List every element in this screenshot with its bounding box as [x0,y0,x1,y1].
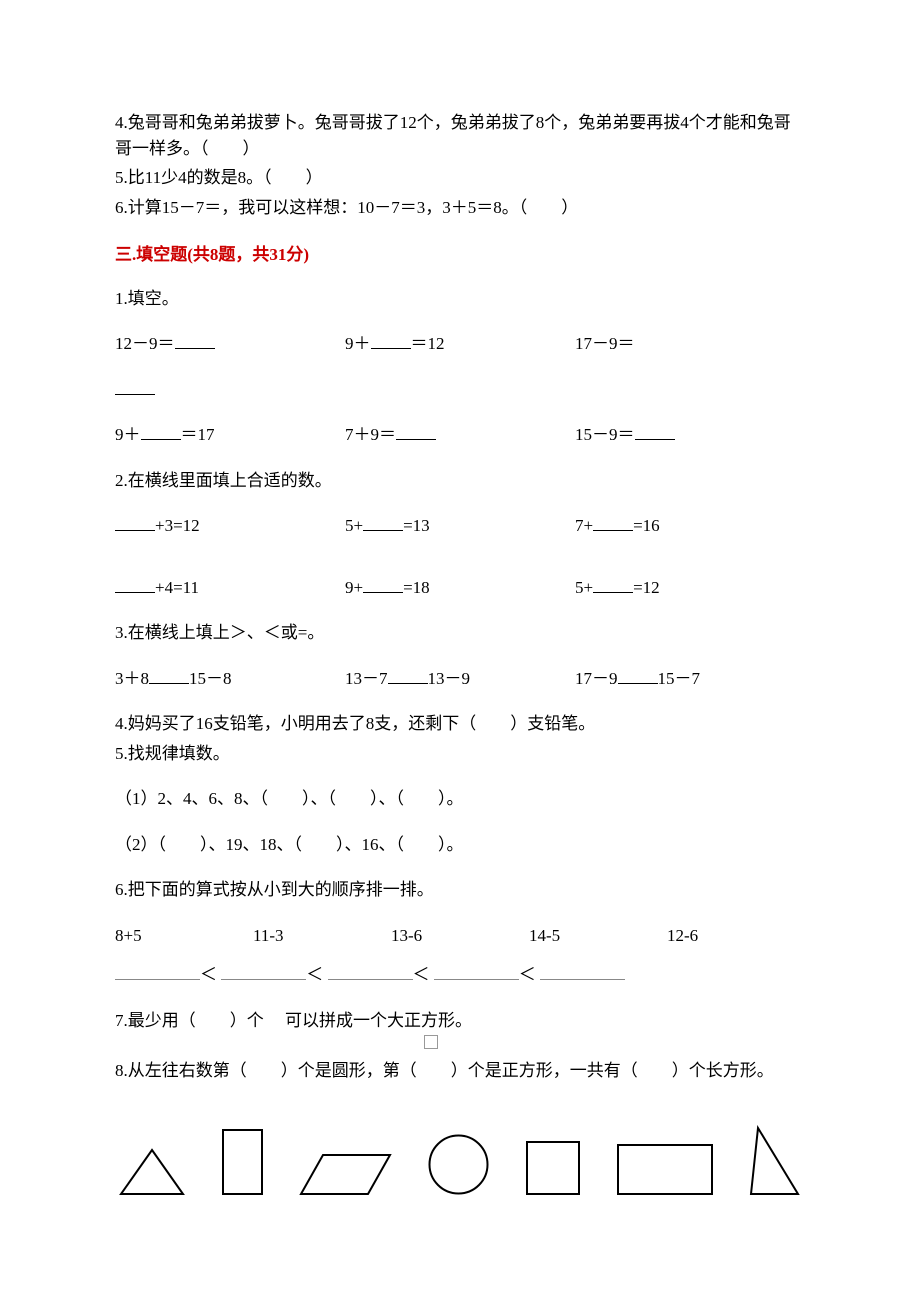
sort-blank[interactable] [434,963,519,980]
sort-blank[interactable] [115,963,200,980]
blank[interactable] [149,667,189,684]
q1-r2c1a: 9＋ [115,425,141,444]
judge-q6: 6.计算15－7＝，我可以这样想：10－7＝3，3＋5＝8。（ ） [115,195,805,221]
q1-r1c2b: ＝12 [411,334,445,353]
q1-r1c2a: 9＋ [345,334,371,353]
blank[interactable] [363,576,403,593]
q2-r2c2b: =18 [403,578,430,597]
sort-blank[interactable] [221,963,306,980]
q2-r1c3a: 7+ [575,516,593,535]
q7-a: 7.最少用（ ）个 [115,1011,264,1030]
blank[interactable] [371,332,411,349]
q6-v3: 13-6 [391,923,529,949]
q1-title: 1.填空。 [115,286,805,312]
blank[interactable] [175,332,215,349]
q3-c1a: 3＋8 [115,669,149,688]
q2-row1: +3=12 5+ =13 7+ =16 [115,513,805,539]
q2-r1c3b: =16 [633,516,660,535]
q2-r1c2a: 5+ [345,516,363,535]
q4: 4.妈妈买了16支铅笔，小明用去了8支，还剩下（ ）支铅笔。 [115,711,805,737]
q1-r2c2a: 7＋9＝ [345,425,396,444]
q7: 7.最少用（ ）个 可以拼成一个大正方形。 [115,1008,805,1034]
q2-r2c2a: 9+ [345,578,363,597]
section3-title: 三.填空题(共8题，共31分) [115,242,805,268]
q6-v4: 14-5 [529,923,667,949]
judge-q4: 4.兔哥哥和兔弟弟拔萝卜。兔哥哥拔了12个，兔弟弟拔了8个，兔弟弟要再拔4个才能… [115,110,805,161]
sort-blank[interactable] [328,963,413,980]
lt: ＜ [413,965,430,984]
blank[interactable] [363,514,403,531]
q1-row2: 9＋ ＝17 7＋9＝ 15－9＝ [115,422,805,448]
triangle-icon [117,1147,187,1197]
q6-v1: 8+5 [115,923,253,949]
q6-row: 8+5 11-3 13-6 14-5 12-6 [115,923,805,949]
q3-title: 3.在横线上填上＞、＜或=。 [115,620,805,646]
blank[interactable] [115,514,155,531]
q1-r2c3a: 15－9＝ [575,425,635,444]
square-icon [424,1035,438,1049]
q6-v5: 12-6 [667,923,805,949]
q3-c3a: 17－9 [575,669,618,688]
lt: ＜ [519,965,536,984]
shapes-row [115,1125,805,1197]
q2-r2c3b: =12 [633,578,660,597]
lt: ＜ [200,965,217,984]
right-triangle-icon [748,1125,803,1197]
q2-r1c1b: +3=12 [155,516,200,535]
square-shape-icon [524,1139,582,1197]
q2-r1c2b: =13 [403,516,430,535]
q5-title: 5.找规律填数。 [115,741,805,767]
q2-r2c3a: 5+ [575,578,593,597]
blank[interactable] [635,423,675,440]
blank[interactable] [115,576,155,593]
q8: 8.从左往右数第（ ）个是圆形，第（ ）个是正方形，一共有（ ）个长方形。 [115,1053,805,1089]
blank[interactable] [593,514,633,531]
judge-q5: 5.比11少4的数是8。（ ） [115,165,805,191]
rect-horizontal-icon [615,1142,715,1197]
blank[interactable] [618,667,658,684]
q7-b: 可以拼成一个大正方形。 [285,1011,472,1030]
blank[interactable] [141,423,181,440]
rect-vertical-icon [220,1127,265,1197]
q1-row1: 12－9＝ 9＋ ＝12 17－9＝ [115,331,805,357]
q2-r2c1b: +4=11 [155,578,199,597]
q3-c2a: 13－7 [345,669,388,688]
q3-row: 3＋8 15－8 13－7 13－9 17－9 15－7 [115,666,805,692]
circle-icon [426,1132,491,1197]
sort-blank[interactable] [540,963,625,980]
q3-c1b: 15－8 [189,669,232,688]
q1-r2c1b: ＝17 [181,425,215,444]
q1-r1c3a: 17－9＝ [575,334,635,353]
q2-row2: +4=11 9+ =18 5+ =12 [115,575,805,601]
blank[interactable] [593,576,633,593]
lt: ＜ [306,965,323,984]
q2-title: 2.在横线里面填上合适的数。 [115,468,805,494]
blank[interactable] [396,423,436,440]
parallelogram-icon [298,1152,393,1197]
q1-r1c1a: 12－9＝ [115,334,175,353]
blank[interactable] [388,667,428,684]
q3-c2b: 13－9 [428,669,471,688]
q5-line1: （1）2、4、6、8、（ ）、（ ）、（ ）。 [115,786,805,812]
q6-v2: 11-3 [253,923,391,949]
q6-sort: ＜ ＜ ＜ ＜ [115,962,805,988]
q5-line2: （2）（ ）、19、18、（ ）、16、（ ）。 [115,832,805,858]
blank[interactable] [115,378,155,395]
q6-title: 6.把下面的算式按从小到大的顺序排一排。 [115,877,805,903]
q3-c3b: 15－7 [658,669,701,688]
